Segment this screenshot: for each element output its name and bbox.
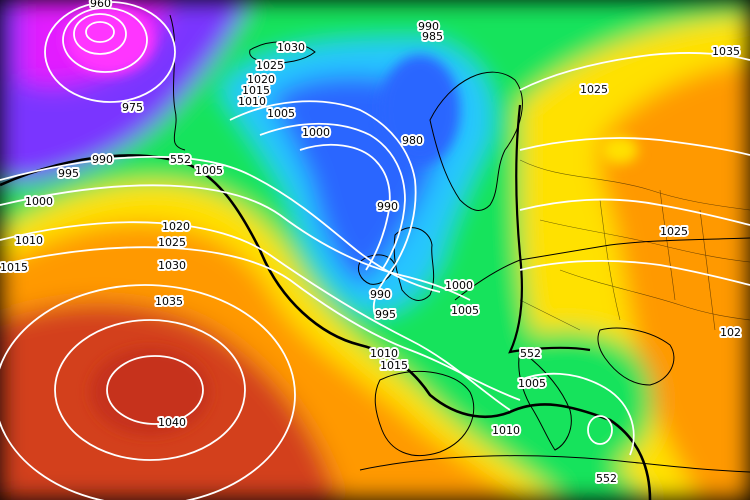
coast-iceland — [249, 41, 316, 64]
isobar-ring-3 — [62, 7, 148, 73]
label-1020-top: 1020 — [247, 73, 275, 86]
coast-balkans — [597, 327, 675, 386]
border-4 — [519, 299, 581, 331]
label-1025-ridge-right: 1025 — [660, 225, 688, 238]
isobar-long-4 — [0, 155, 441, 293]
isobar-long-1 — [0, 221, 511, 411]
label-995-left: 995 — [58, 167, 79, 180]
isobar-ridge-1 — [519, 52, 750, 91]
isobar-ridge-4 — [519, 259, 750, 286]
isobar-ring-4 — [44, 1, 176, 103]
isobar-high-2 — [54, 319, 246, 461]
isobar-high-1 — [106, 355, 204, 425]
label-1025-ridge-top: 1025 — [580, 83, 608, 96]
label-990-top: 990 — [418, 20, 439, 33]
label-102-right-edge: 102 — [720, 326, 741, 339]
border-2 — [539, 219, 750, 263]
isobar-med-loop — [587, 415, 613, 445]
label-990-left: 990 — [92, 153, 113, 166]
contour-552-boundary — [0, 154, 652, 500]
label-1005-near-552: 1005 — [195, 164, 223, 177]
highlight-yellow-spot — [602, 136, 638, 164]
label-975: 975 — [122, 101, 143, 114]
label-1025-top: 1025 — [256, 59, 284, 72]
label-995-lower: 995 — [375, 308, 396, 321]
coast-north-africa — [359, 455, 750, 473]
isobar-long-2 — [0, 246, 521, 401]
contour-552-boundary-east — [508, 104, 591, 354]
label-1030-left: 1030 — [158, 259, 186, 272]
label-1020-left: 1020 — [162, 220, 190, 233]
label-1025-left: 1025 — [158, 236, 186, 249]
label-985-top: 985 — [422, 30, 443, 43]
border-1 — [519, 159, 750, 211]
field-green-med — [520, 330, 653, 471]
isobar-ring-1 — [85, 21, 115, 43]
isobar-trough-1 — [229, 100, 417, 316]
label-1015-left: 1015 — [0, 261, 28, 274]
label-1010-left: 1010 — [15, 234, 43, 247]
label-1010-med: 1010 — [492, 424, 520, 437]
coast-scandinavia — [429, 71, 523, 211]
label-960: 960 — [90, 0, 111, 10]
label-1035-left: 1035 — [155, 295, 183, 308]
isobar-labels: 960 975 990 995 1000 1010 1015 1020 1025… — [0, 0, 743, 487]
label-1010-lower: 1010 — [370, 347, 398, 360]
coast-iberia — [374, 370, 475, 457]
border-5 — [599, 199, 621, 321]
label-552-bottom: 552 — [596, 472, 617, 485]
isobar-ridge-2 — [519, 137, 750, 156]
label-1015-lower: 1015 — [380, 359, 408, 372]
label-552-left: 552 — [170, 153, 191, 166]
country-borders — [519, 159, 750, 331]
label-990-center: 990 — [377, 200, 398, 213]
coast-continent — [454, 237, 750, 301]
isobar-high-3 — [0, 284, 296, 500]
coast-greenland — [169, 14, 186, 151]
label-1005-med: 1005 — [518, 377, 546, 390]
label-1010-top: 1010 — [238, 95, 266, 108]
isobar-med-1 — [519, 372, 635, 456]
label-1015-top: 1015 — [242, 84, 270, 97]
label-552-center: 552 — [520, 347, 541, 360]
isobar-trough-2 — [259, 122, 406, 271]
label-990-lower: 990 — [370, 288, 391, 301]
border-7 — [699, 209, 716, 331]
border-3 — [559, 269, 750, 321]
border-6 — [659, 189, 676, 301]
label-1030-top: 1030 — [277, 41, 305, 54]
label-980: 980 — [402, 134, 423, 147]
isobar-long-3 — [0, 184, 471, 301]
label-1000-trough: 1000 — [302, 126, 330, 139]
label-1005-top: 1005 — [267, 107, 295, 120]
label-1000-lower: 1000 — [445, 279, 473, 292]
label-1005-lower: 1005 — [451, 304, 479, 317]
highlight-blue-center — [380, 55, 460, 165]
isobar-ridge-3 — [519, 198, 750, 226]
label-1035-right: 1035 — [712, 45, 740, 58]
coast-italy — [518, 349, 572, 451]
label-1000-left: 1000 — [25, 195, 53, 208]
highlight-red-center — [90, 348, 210, 436]
field-orange-continent — [600, 60, 750, 500]
label-1040: 1040 — [158, 416, 186, 429]
isobar-ring-2 — [73, 13, 127, 55]
isobar-trough-3 — [299, 143, 391, 271]
